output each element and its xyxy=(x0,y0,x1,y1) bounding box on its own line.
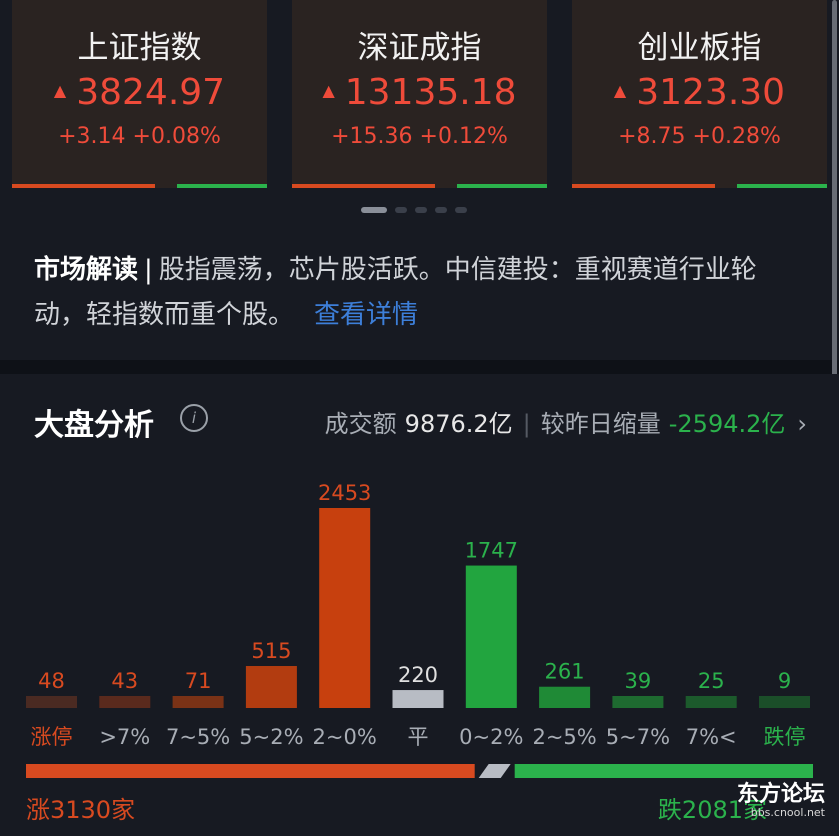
index-card-shanghai[interactable]: 上证指数 ▲ 3824.97 +3.14 +0.08% xyxy=(12,0,267,188)
index-panel: 上证指数 ▲ 3824.97 +3.14 +0.08% 深证成指 ▲ 13135.1… xyxy=(0,0,839,360)
watermark: 东方论坛 bbs.cnool.net xyxy=(736,782,825,819)
bar-8 xyxy=(612,696,664,708)
divider: | xyxy=(522,410,531,438)
advancers-count: 涨3130家 xyxy=(26,796,136,824)
bar-7 xyxy=(539,686,591,708)
turnover-summary[interactable]: 成交额 9876.2亿 | 较昨日缩量 -2594.2亿 › xyxy=(325,404,807,439)
index-change: +3.14 +0.08% xyxy=(58,124,221,149)
category-label: 平 xyxy=(408,725,429,749)
index-card-chinext[interactable]: 创业板指 ▲ 3123.30 +8.75 +0.28% xyxy=(572,0,827,188)
index-change: +8.75 +0.28% xyxy=(618,124,781,149)
bar-value-label: 71 xyxy=(185,669,212,693)
bar-9 xyxy=(685,696,737,708)
bar-value-label: 1747 xyxy=(465,539,518,563)
carousel-dot[interactable] xyxy=(395,207,407,213)
carousel-dot[interactable] xyxy=(361,207,387,213)
bar-3 xyxy=(245,666,297,708)
carousel-dot[interactable] xyxy=(455,207,467,213)
bar-2 xyxy=(172,696,224,708)
category-label: 2~5% xyxy=(532,725,596,749)
index-card-shenzhen[interactable]: 深证成指 ▲ 13135.18 +15.36 +0.12% xyxy=(292,0,547,188)
bar-value-label: 515 xyxy=(251,639,291,663)
compare-value: -2594.2亿 xyxy=(668,410,786,438)
category-label: 跌停 xyxy=(764,725,806,749)
compare-label: 较昨日缩量 xyxy=(540,410,661,438)
market-analysis-panel: 大盘分析 i 成交额 9876.2亿 | 较昨日缩量 -2594.2亿 › xyxy=(0,374,839,836)
bar-value-label: 43 xyxy=(111,669,138,693)
scrollbar[interactable] xyxy=(832,0,837,400)
category-label: 0~2% xyxy=(459,725,523,749)
market-separator: | xyxy=(144,255,153,285)
up-arrow-icon: ▲ xyxy=(322,81,335,100)
index-change: +15.36 +0.12% xyxy=(331,124,508,149)
decliners-count: 跌2081家 xyxy=(657,796,767,824)
bar-5 xyxy=(392,690,444,708)
up-arrow-icon: ▲ xyxy=(613,81,627,100)
view-details-link[interactable]: 查看详情 xyxy=(314,300,419,330)
index-price: ▲ 3123.30 xyxy=(613,72,786,113)
chevron-right-icon[interactable]: › xyxy=(797,410,807,438)
category-label: >7% xyxy=(99,725,150,749)
updown-ratio-bar xyxy=(26,764,813,778)
category-label: 2~0% xyxy=(313,725,377,749)
market-commentary-text: 股指震荡，芯片股活跃。中信建投：重视赛道行业轮动，轻指数而重个股。 xyxy=(34,255,757,330)
turnover-value: 9876.2亿 xyxy=(404,410,513,438)
bar-6 xyxy=(465,565,517,708)
index-price: ▲ 3824.97 xyxy=(53,72,226,113)
index-name: 上证指数 xyxy=(77,30,202,66)
category-label: 7~5% xyxy=(166,725,230,749)
bar-value-label: 39 xyxy=(625,669,652,693)
category-label: 涨停 xyxy=(31,725,73,749)
carousel-dot[interactable] xyxy=(415,207,427,213)
carousel-indicator[interactable] xyxy=(361,207,467,213)
bar-value-label: 25 xyxy=(698,669,725,693)
category-label: 5~2% xyxy=(239,725,303,749)
bar-value-label: 261 xyxy=(545,660,585,684)
index-updown-bar xyxy=(292,184,547,188)
index-price: ▲ 13135.18 xyxy=(322,72,517,113)
index-name: 深证成指 xyxy=(357,30,482,66)
bar-value-label: 220 xyxy=(398,663,438,687)
index-updown-bar xyxy=(572,184,827,188)
bar-value-label: 48 xyxy=(38,669,65,693)
advancers-segment xyxy=(26,764,475,778)
up-arrow-icon: ▲ xyxy=(53,81,67,100)
category-label: 7%< xyxy=(686,725,737,749)
index-name: 创业板指 xyxy=(637,30,762,66)
index-updown-bar xyxy=(12,184,267,188)
carousel-dot[interactable] xyxy=(435,207,447,213)
bar-10 xyxy=(759,696,810,708)
info-icon[interactable]: i xyxy=(180,404,208,432)
market-commentary-label: 市场解读 xyxy=(34,255,139,285)
decliners-segment xyxy=(514,764,813,778)
bar-value-label: 2453 xyxy=(318,481,371,505)
market-commentary: 市场解读 | 股指震荡，芯片股活跃。中信建投：重视赛道行业轮动，轻指数而重个股。 查看… xyxy=(34,248,794,338)
bar-value-label: 9 xyxy=(778,669,791,693)
analysis-title: 大盘分析 xyxy=(34,408,154,443)
turnover-label: 成交额 xyxy=(324,410,397,438)
unchanged-segment xyxy=(478,764,511,778)
bar-4 xyxy=(319,508,371,708)
bar-0 xyxy=(26,696,77,708)
category-label: 5~7% xyxy=(606,725,670,749)
bar-1 xyxy=(99,696,151,708)
